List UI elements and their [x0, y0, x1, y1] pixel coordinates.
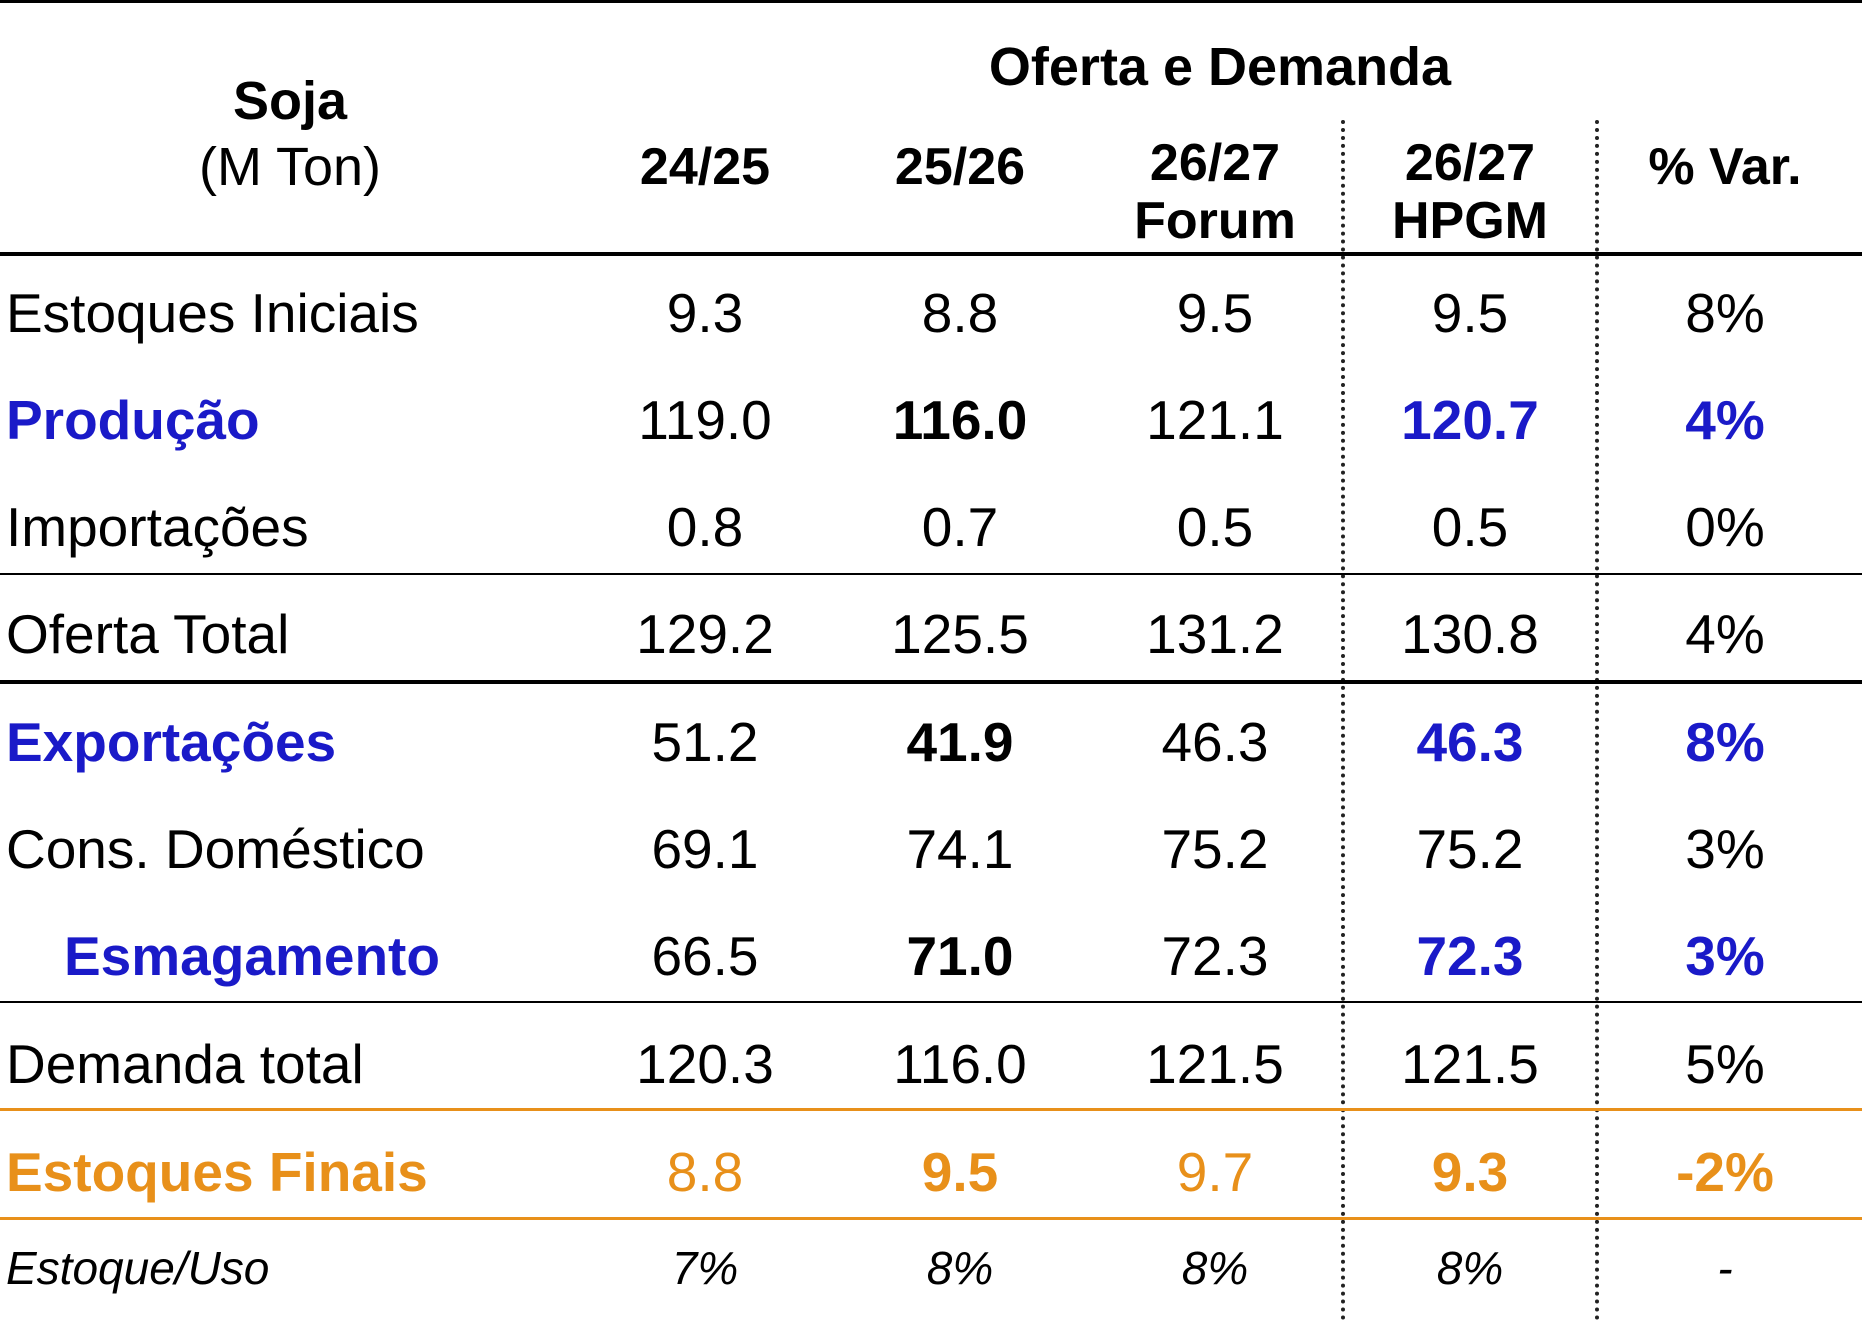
cell: 121.1 [1146, 389, 1284, 451]
cell: 130.8 [1401, 603, 1539, 665]
cell: 66.5 [651, 925, 759, 987]
cell: -2% [1676, 1141, 1774, 1203]
col-header-2: 25/26 [894, 138, 1026, 196]
col-header-3: 26/27 Forum [1134, 134, 1296, 250]
cell: 8% [1685, 282, 1765, 344]
cell: 121.5 [1146, 1033, 1284, 1095]
cell: 41.9 [906, 711, 1014, 773]
group-title: Oferta e Demanda [988, 37, 1452, 97]
cell: 120.3 [636, 1033, 774, 1095]
cell: 74.1 [906, 818, 1014, 880]
row-label: Cons. Doméstico [6, 818, 425, 880]
row-label: Demanda total [6, 1033, 364, 1095]
cell: 72.3 [1161, 925, 1269, 987]
cell: 9.5 [1176, 282, 1254, 344]
row-label: Produção [6, 389, 260, 451]
rule-finais-bottom [0, 1217, 1862, 1220]
row-label: Importações [6, 496, 309, 558]
cell: 4% [1685, 389, 1765, 451]
cell: 131.2 [1146, 603, 1284, 665]
col-header-1: 24/25 [639, 138, 771, 196]
row-label: Exportações [6, 711, 337, 773]
cell: 46.3 [1416, 711, 1524, 773]
cell: 69.1 [651, 818, 759, 880]
cell: 125.5 [891, 603, 1029, 665]
cell: 5% [1685, 1033, 1765, 1095]
cell: 129.2 [636, 603, 774, 665]
cell: 0.5 [1176, 496, 1254, 558]
cell: 116.0 [893, 1033, 1027, 1095]
cell: 71.0 [906, 925, 1014, 987]
cell: 0% [1685, 496, 1765, 558]
separator-hpgm-var [1595, 120, 1599, 1321]
rule-demanda-top [0, 1001, 1862, 1003]
cell: 7% [671, 1242, 739, 1294]
cell: 8% [1181, 1242, 1249, 1294]
unit-label: (M Ton) [198, 137, 382, 197]
cell: 75.2 [1416, 818, 1524, 880]
cell: 72.3 [1416, 925, 1524, 987]
rule-finais-top [0, 1108, 1862, 1111]
cell: 8.8 [666, 1141, 744, 1203]
cell: 0.8 [666, 496, 744, 558]
cell: 0.7 [921, 496, 999, 558]
cell: 46.3 [1161, 711, 1269, 773]
rule-oferta-bottom [0, 680, 1862, 684]
cell: 8.8 [921, 282, 999, 344]
cell: 0.5 [1431, 496, 1509, 558]
col-header-4: 26/27 HPGM [1392, 134, 1548, 250]
row-label: Estoques Iniciais [6, 282, 419, 344]
cell: 4% [1685, 603, 1765, 665]
cell: 116.0 [892, 389, 1028, 451]
cell: 121.5 [1401, 1033, 1539, 1095]
cell: 8% [1436, 1242, 1504, 1294]
cell: 51.2 [651, 711, 759, 773]
rule-oferta-top [0, 573, 1862, 575]
row-label: Esmagamento [64, 925, 440, 987]
separator-forum-hpgm [1341, 120, 1345, 1321]
cell: 8% [1685, 711, 1765, 773]
top-border [0, 0, 1862, 3]
cell: - [1717, 1242, 1733, 1294]
cell: 3% [1685, 925, 1765, 987]
cell: 9.7 [1176, 1141, 1254, 1203]
cell: 9.5 [1431, 282, 1509, 344]
cell: 3% [1685, 818, 1765, 880]
cell: 119.0 [638, 389, 772, 451]
row-label: Estoques Finais [6, 1141, 428, 1203]
row-label: Estoque/Uso [6, 1242, 270, 1294]
cell: 75.2 [1161, 818, 1269, 880]
cell: 9.3 [666, 282, 744, 344]
header-rule [0, 252, 1862, 256]
cell: 9.3 [1431, 1141, 1509, 1203]
col-header-5: % Var. [1648, 138, 1802, 196]
cell: 8% [926, 1242, 994, 1294]
cell: 9.5 [921, 1141, 999, 1203]
table-title: Soja [232, 71, 348, 131]
row-label: Oferta Total [6, 603, 290, 665]
cell: 120.7 [1401, 389, 1539, 451]
